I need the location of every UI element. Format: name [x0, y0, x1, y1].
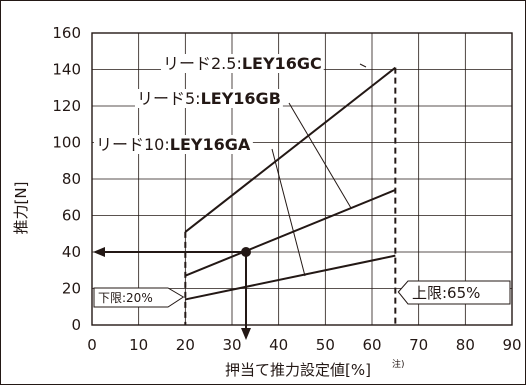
y-tick-label: 120 — [52, 97, 81, 115]
series-label-bg — [161, 54, 324, 73]
upper-limit-callout-box — [397, 280, 511, 305]
axes: 0 10 20 30 40 50 60 70 80 90 0 20 40 60 80 100 120 140 160 — [52, 24, 521, 354]
series-label: リード10:LEY16GA — [96, 135, 251, 154]
x-tick-label: 80 — [456, 336, 475, 354]
y-tick-label: 80 — [62, 170, 81, 188]
x-tick-label: 0 — [87, 336, 97, 354]
annotations: リード2.5:LEY16GC リード5:LEY16GB リード10:LEY16GA 下… — [93, 54, 511, 340]
series-leader-line — [271, 148, 306, 277]
lower-limit-label: 下限:20% — [98, 291, 153, 305]
y-tick-label: 160 — [52, 24, 81, 42]
x-axis-label-note: 注) — [392, 358, 405, 370]
y-tick-label: 40 — [62, 243, 81, 261]
series-label-prefix: リード10: — [96, 135, 170, 154]
x-tick-label: 10 — [129, 336, 148, 354]
series-line — [185, 254, 396, 301]
x-tick-label: 70 — [409, 336, 428, 354]
series-line — [184, 189, 396, 277]
series-label-bg — [94, 135, 253, 154]
series-label: リード2.5:LEY16GC — [163, 54, 322, 73]
series-line — [184, 66, 396, 233]
x-axis-label: 押当て推力設定値[%] — [225, 361, 371, 379]
series-label-model: LEY16GA — [170, 135, 251, 154]
series-label-prefix: リード5: — [137, 89, 201, 108]
x-tick-label: 90 — [502, 336, 521, 354]
series-label: リード5:LEY16GB — [137, 89, 281, 108]
y-axis-label: 推力[N] — [12, 182, 30, 235]
x-tick-label: 50 — [316, 336, 335, 354]
series-label-prefix: リード2.5: — [163, 54, 242, 73]
upper-limit-label: 上限:65% — [412, 284, 480, 302]
series-label-model: LEY16GB — [201, 89, 281, 108]
y-tick-label: 20 — [62, 280, 81, 298]
x-axis-title: 押当て推力設定値[%] 注) — [225, 358, 405, 379]
x-tick-label: 40 — [269, 336, 288, 354]
example-arrow-down — [241, 328, 251, 340]
x-tick-label: 20 — [176, 336, 195, 354]
x-tick-label: 30 — [222, 336, 241, 354]
y-tick-label: 60 — [62, 207, 81, 225]
example-point — [241, 247, 251, 257]
y-tick-label: 100 — [52, 134, 81, 152]
plot-border — [91, 32, 513, 326]
series-leader-line — [359, 63, 367, 68]
x-tick-label: 60 — [362, 336, 381, 354]
example-arrow-left — [93, 247, 105, 257]
series-label-bg — [135, 89, 283, 108]
y-tick-label: 140 — [52, 61, 81, 79]
series — [184, 66, 396, 301]
series-label-model: LEY16GC — [242, 54, 322, 73]
y-tick-label: 0 — [71, 316, 81, 334]
lower-limit-callout-box — [93, 287, 185, 308]
series-leader-line — [288, 102, 352, 209]
